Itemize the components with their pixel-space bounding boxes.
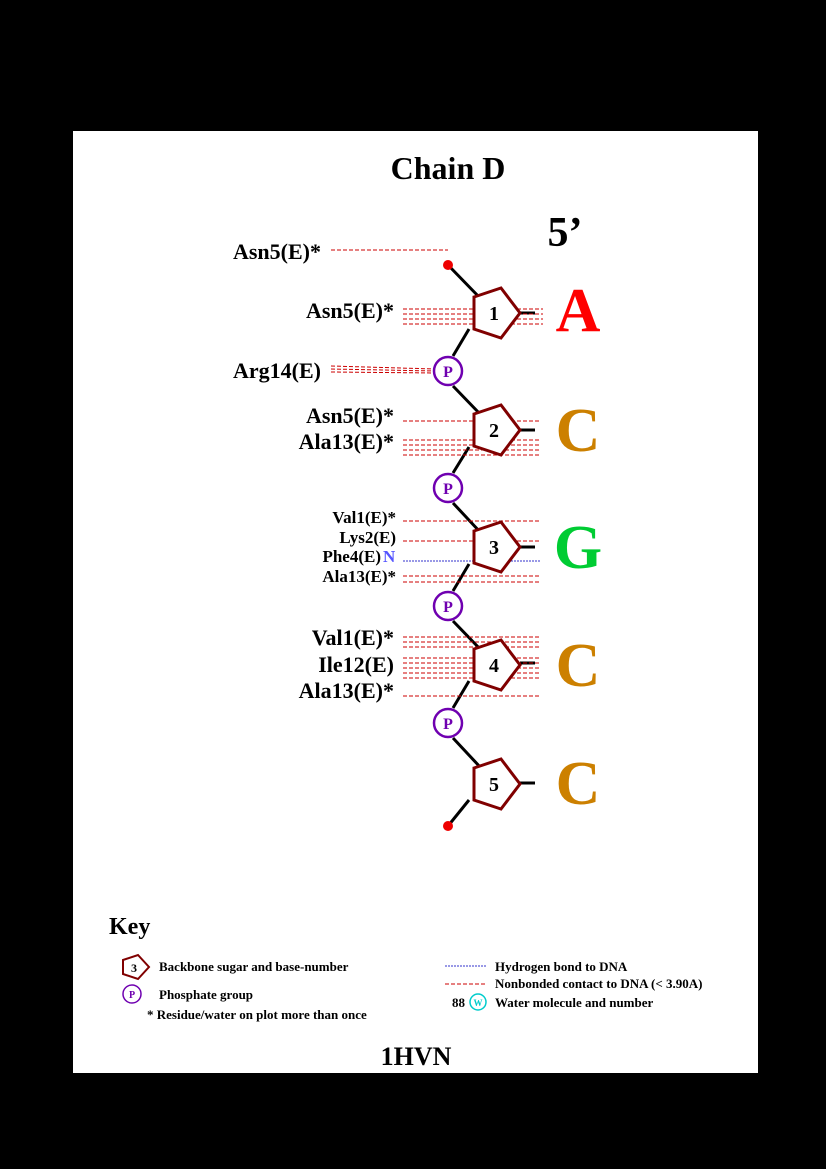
phosphate-label: P — [443, 481, 453, 498]
pdb-id: 1HVN — [381, 1042, 452, 1071]
base-3: G — [554, 514, 602, 582]
residue-label: Val1(E)* — [332, 508, 396, 527]
residue-label: Lys2(E) — [339, 528, 396, 547]
sugar-3: 3 — [472, 520, 522, 574]
phosphate-4: P — [432, 707, 464, 739]
phosphate-label: P — [443, 364, 453, 381]
sugar-number: 4 — [489, 655, 499, 677]
key-phosphate-icon — [122, 984, 142, 1004]
sugar-number: 3 — [489, 537, 499, 559]
key-phosphate-text: Phosphate group — [159, 987, 253, 1002]
key-water-text: Water molecule and number — [495, 995, 654, 1010]
residue-label: Phe4(E) — [322, 547, 381, 566]
terminal-dot-3prime — [443, 821, 453, 831]
key-phosphate-sample: P — [129, 990, 135, 1001]
residue-labels: Asn5(E)* Asn5(E)* Arg14(E) Asn5(E)* Ala1… — [233, 239, 396, 703]
key-water-icon — [469, 993, 487, 1011]
phosphate-label: P — [443, 716, 453, 733]
key-water-number: 88 — [452, 995, 466, 1010]
terminal-dot-5prime — [443, 260, 453, 270]
hbond-atom-label: N — [383, 547, 396, 566]
residue-label: Ala13(E)* — [299, 429, 394, 454]
residue-label: Ala13(E)* — [322, 567, 396, 586]
five-prime-label: 5’ — [548, 210, 583, 256]
residue-label: Arg14(E) — [233, 358, 321, 383]
phosphate-1: P — [432, 355, 464, 387]
chain-title: Chain D — [391, 150, 506, 186]
base-5: C — [556, 750, 601, 818]
sugar-number: 2 — [489, 420, 499, 442]
phosphate-label: P — [443, 599, 453, 616]
residue-label: Ile12(E) — [318, 652, 394, 677]
residue-label: Val1(E)* — [312, 625, 394, 650]
key-hbond-text: Hydrogen bond to DNA — [495, 959, 628, 974]
residue-label: Ala13(E)* — [299, 678, 394, 703]
sugar-2: 2 — [472, 403, 522, 457]
sugar-number: 5 — [489, 774, 499, 796]
nucplot-diagram: Chain D 5’ — [109, 150, 702, 1071]
base-1: A — [556, 277, 601, 345]
residue-label: Asn5(E)* — [306, 298, 394, 323]
key-multi-text: * Residue/water on plot more than once — [147, 1007, 367, 1022]
phosphate-2: P — [432, 472, 464, 504]
key-heading: Key — [109, 914, 150, 940]
sugar-1: 1 — [472, 286, 522, 340]
sugar-4: 4 — [472, 638, 522, 692]
plot-panel: Chain D 5’ — [73, 131, 758, 1073]
key-sugar-text: Backbone sugar and base-number — [159, 959, 349, 974]
key-sugar-icon — [122, 953, 151, 981]
base-4: C — [556, 632, 601, 700]
key-nonbonded-text: Nonbonded contact to DNA (< 3.90A) — [495, 976, 702, 991]
base-2: C — [556, 397, 601, 465]
sugar-number: 1 — [489, 303, 499, 325]
residue-label: Asn5(E)* — [233, 239, 321, 264]
key-legend: Key 3 Backbone sugar and base-number P P… — [109, 914, 702, 1022]
residue-label: Asn5(E)* — [306, 403, 394, 428]
phosphate-3: P — [432, 590, 464, 622]
key-sugar-sample: 3 — [131, 961, 137, 975]
key-water-sample: W — [474, 998, 483, 1008]
sugar-5: 5 — [472, 757, 522, 811]
